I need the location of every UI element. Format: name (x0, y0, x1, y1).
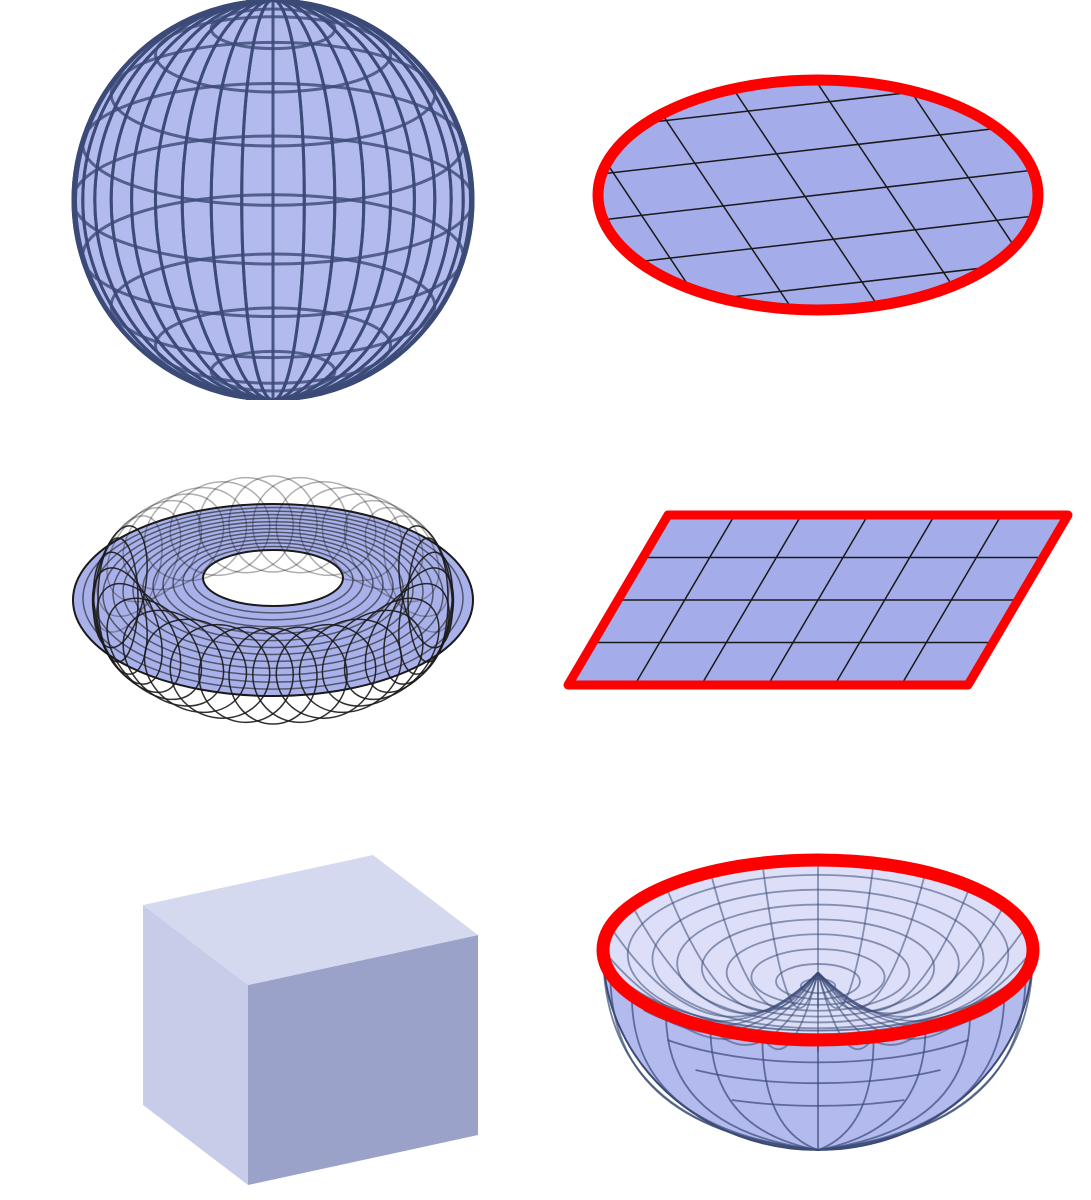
sphere-svg (33, 0, 513, 400)
cell-disk (546, 0, 1091, 400)
cell-square (546, 400, 1091, 800)
cell-sphere (0, 0, 546, 400)
cell-hemisphere (546, 800, 1091, 1200)
torus-svg (33, 400, 513, 800)
cube-svg (33, 800, 513, 1200)
square-svg (548, 400, 1088, 800)
shape-grid (0, 0, 1091, 1198)
hemisphere-svg (548, 800, 1088, 1200)
cell-cube (0, 800, 546, 1200)
cell-torus (0, 400, 546, 800)
disk-svg (548, 0, 1088, 400)
